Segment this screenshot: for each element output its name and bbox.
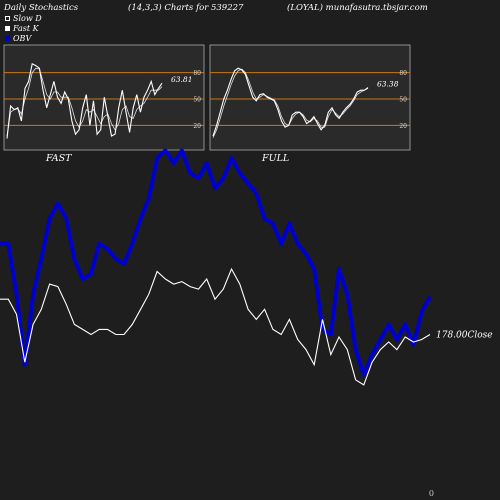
- close-value-label: 178.00Close: [436, 330, 493, 340]
- close-line: [0, 267, 431, 386]
- chart-symbol: (LOYAL) munafasutra.tbsjar.com: [287, 3, 428, 13]
- footer-zero: 0: [428, 489, 434, 498]
- fast-fast-k-line: [6, 62, 163, 139]
- slow-d-swatch-icon: [5, 15, 10, 21]
- full-panel-label: FULL: [262, 153, 290, 164]
- fast-y-tick-20: 20: [193, 123, 201, 130]
- chart-params: (14,3,3) Charts for 539227: [128, 3, 244, 13]
- full-y-tick-50: 50: [399, 97, 407, 104]
- fast-y-tick-50: 50: [193, 97, 201, 104]
- legend-fast-k-label: Fast K: [13, 23, 39, 33]
- fast-slow-d-line: [6, 67, 163, 137]
- obv-line: [0, 148, 432, 377]
- full-slow-d-line: [212, 68, 369, 138]
- legend-slow-d-label: Slow D: [13, 13, 42, 23]
- full-y-tick-20: 20: [399, 123, 407, 130]
- full-panel-frame: [209, 44, 411, 151]
- chart-title: Daily Stochastics: [4, 3, 79, 13]
- legend-slow-d: Slow D: [5, 13, 42, 23]
- fast-panel-label: FAST: [46, 153, 72, 164]
- full-y-tick-80: 80: [399, 70, 407, 77]
- fast-last-value-label: 63.81: [171, 75, 192, 84]
- legend: Slow D Fast K OBV: [5, 13, 42, 43]
- main-panel: 178.00Close: [0, 148, 493, 386]
- obv-swatch-icon: [5, 35, 10, 41]
- legend-obv: OBV: [5, 33, 42, 43]
- fast-k-swatch-icon: [5, 25, 10, 31]
- legend-fast-k: Fast K: [5, 23, 42, 33]
- full-fast-k-line: [212, 67, 369, 137]
- full-last-value-label: 63.38: [377, 80, 399, 89]
- legend-obv-label: OBV: [13, 33, 32, 43]
- fast-y-tick-80: 80: [193, 70, 201, 77]
